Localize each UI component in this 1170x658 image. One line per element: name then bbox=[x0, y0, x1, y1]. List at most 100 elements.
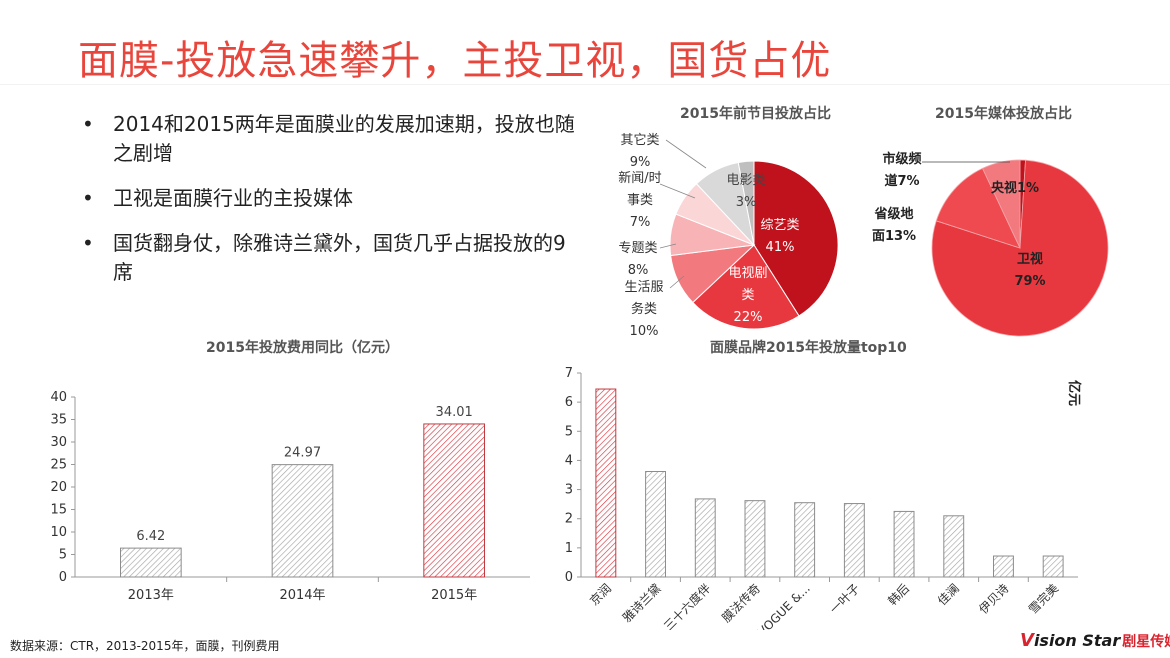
x-tick-label: 膜法传奇 bbox=[719, 581, 764, 626]
bar bbox=[423, 423, 486, 578]
x-tick-label: 佳澜 bbox=[935, 581, 962, 608]
y-tick-label: 5 bbox=[565, 424, 573, 439]
pie-label: 3% bbox=[736, 195, 757, 210]
pie-label: 其它类 bbox=[620, 132, 659, 148]
y-tick-label: 6 bbox=[565, 395, 573, 410]
y-tick-label: 15 bbox=[50, 503, 67, 518]
yearly-bar-chart: 0 5 10 15 20 25 30 35 40 6.42 2013年 24.97 2014年 34.01… bbox=[50, 390, 530, 603]
pie-label: 生活服 bbox=[624, 280, 663, 295]
pie-label: 省级地 bbox=[873, 206, 913, 222]
bar bbox=[120, 547, 182, 578]
y-tick-label: 20 bbox=[50, 480, 67, 495]
pie-label: 41% bbox=[766, 240, 795, 255]
program-pie-title: 2015年前节目投放占比 bbox=[680, 106, 831, 122]
pie-slice bbox=[692, 244, 800, 330]
pie-label: 22% bbox=[734, 310, 763, 325]
pie-label: 9% bbox=[630, 155, 651, 170]
pie-label: 新闻/时 bbox=[618, 170, 661, 186]
logo-text: ision Star bbox=[1033, 631, 1121, 650]
x-tick-label: VOGUE &... bbox=[755, 581, 813, 630]
bar bbox=[893, 510, 915, 578]
bullet-dot: • bbox=[82, 112, 94, 136]
pie-label: 电视剧 bbox=[728, 266, 767, 281]
x-tick-label: 京润 bbox=[587, 581, 614, 608]
logo-mark: V bbox=[1020, 630, 1034, 651]
pie-label: 事类 bbox=[627, 193, 653, 208]
logo-cn: 剧星传媒 bbox=[1122, 634, 1170, 650]
bar bbox=[794, 502, 816, 578]
pie-label: 专题类 bbox=[618, 241, 657, 256]
page-title: 面膜-投放急速攀升，主投卫视，国货占优 bbox=[78, 38, 832, 84]
bullet-text: 卫视是面膜行业的主投媒体 bbox=[113, 186, 353, 210]
y-tick-label: 0 bbox=[565, 570, 573, 585]
y-tick-label: 25 bbox=[50, 458, 67, 473]
y-tick-label: 5 bbox=[59, 548, 67, 563]
pie-label: 79% bbox=[1014, 274, 1045, 289]
pie-label: 综艺类 bbox=[760, 218, 799, 233]
bullet-text: 国货翻身仗，除雅诗兰黛外，国货几乎占据投放的9席 bbox=[113, 231, 566, 284]
bar bbox=[744, 500, 766, 578]
leader-line bbox=[665, 139, 707, 169]
y-tick-label: 40 bbox=[50, 390, 67, 405]
x-tick-label: 伊贝诗 bbox=[976, 581, 1011, 616]
bullet-item: • 国货翻身仗，除雅诗兰黛外，国货几乎占据投放的9席 bbox=[80, 229, 580, 287]
y-tick-label: 0 bbox=[59, 570, 67, 585]
bar bbox=[271, 464, 334, 578]
y-tick-label: 10 bbox=[50, 525, 67, 540]
bar-value-label: 6.42 bbox=[136, 529, 165, 544]
bullet-text: 2014和2015两年是面膜业的发展加速期，投放也随之剧增 bbox=[113, 112, 575, 165]
media-pie-title: 2015年媒体投放占比 bbox=[935, 106, 1072, 122]
bar bbox=[645, 471, 666, 578]
pie-label: 面13% bbox=[872, 229, 916, 244]
bullet-item: • 卫视是面膜行业的主投媒体 bbox=[80, 184, 580, 213]
pie-label: 10% bbox=[630, 324, 659, 339]
pie-label: 务类 bbox=[631, 301, 657, 317]
bar bbox=[694, 498, 716, 578]
pie-label: 卫视 bbox=[1017, 251, 1043, 267]
title-divider bbox=[0, 84, 1170, 85]
bar-value-label: 24.97 bbox=[284, 446, 321, 461]
y-tick-label: 2 bbox=[565, 512, 573, 527]
y-tick-label: 30 bbox=[50, 435, 67, 450]
y-tick-label: 3 bbox=[565, 483, 573, 498]
pie-slice bbox=[737, 160, 755, 246]
x-tick-label: 雪完美 bbox=[1025, 581, 1061, 617]
yearly-bar-title: 2015年投放费用同比（亿元） bbox=[206, 340, 399, 356]
bar bbox=[943, 515, 965, 578]
x-tick-label: 2015年 bbox=[431, 588, 477, 603]
bullet-list: • 2014和2015两年是面膜业的发展加速期，投放也随之剧增 • 卫视是面膜行业的… bbox=[80, 110, 580, 303]
x-tick-label: 一叶子 bbox=[827, 581, 862, 616]
y-tick-label: 7 bbox=[565, 366, 573, 381]
vision-star-logo: Vision Star剧星传媒 bbox=[1020, 630, 1170, 651]
bullet-dot: • bbox=[82, 231, 94, 255]
pie-label: 市级频 bbox=[882, 151, 921, 167]
leader-line bbox=[659, 183, 696, 199]
pie-label: 央视1% bbox=[991, 180, 1039, 196]
pie-label: 电影类 bbox=[726, 173, 765, 188]
bullet-item: • 2014和2015两年是面膜业的发展加速期，投放也随之剧增 bbox=[80, 110, 580, 168]
bar bbox=[843, 503, 865, 578]
data-source-note: 数据来源：CTR，2013-2015年，面膜，刊例费用 bbox=[10, 639, 280, 653]
bar bbox=[1042, 555, 1064, 578]
x-tick-label: 雅诗兰黛 bbox=[619, 581, 664, 626]
leader-line bbox=[659, 243, 677, 249]
bar bbox=[993, 555, 1014, 578]
y-tick-label: 4 bbox=[565, 453, 573, 468]
x-tick-label: 2013年 bbox=[128, 588, 174, 603]
bar bbox=[595, 388, 617, 578]
y-axis-label: 亿元 bbox=[1066, 380, 1082, 406]
bullet-dot: • bbox=[82, 186, 94, 210]
pie-label: 类 bbox=[741, 288, 754, 303]
pie-slice bbox=[935, 167, 1021, 249]
pie-label: 8% bbox=[628, 263, 649, 278]
bar-value-label: 34.01 bbox=[436, 405, 473, 420]
x-tick-label: 2014年 bbox=[279, 588, 325, 603]
leader-line bbox=[669, 275, 685, 289]
y-tick-label: 35 bbox=[50, 413, 67, 428]
x-tick-label: 三十六度伴 bbox=[660, 581, 713, 630]
x-tick-label: 韩后 bbox=[885, 581, 913, 609]
pie-label: 道7% bbox=[884, 173, 919, 189]
